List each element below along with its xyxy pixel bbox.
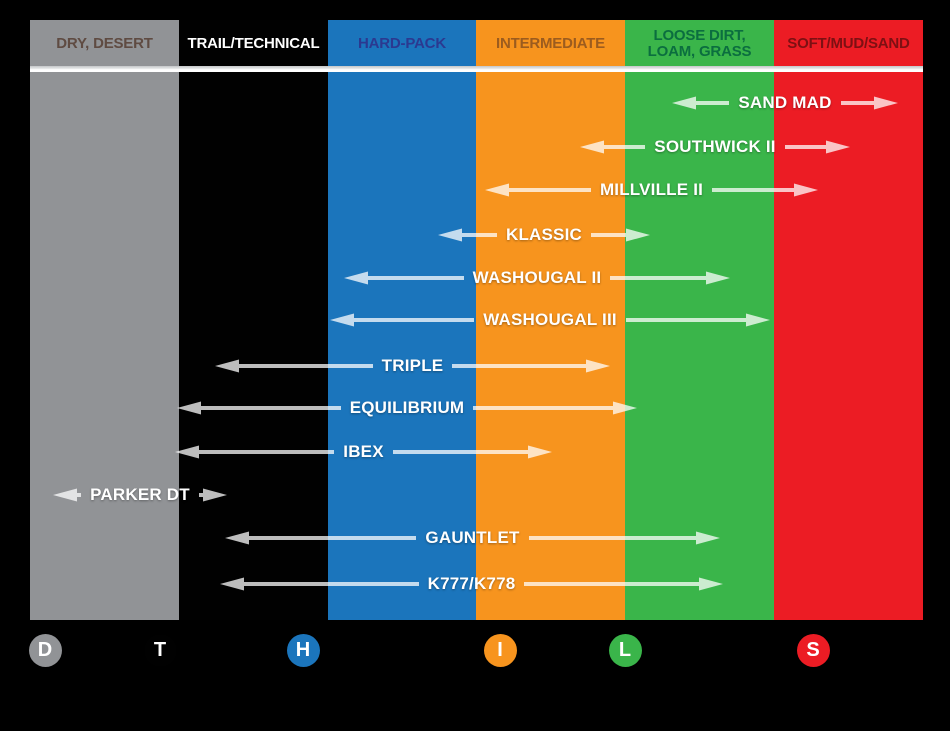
column-header-trail-technical: TRAIL/TECHNICAL bbox=[187, 34, 320, 52]
terrain-column-dry-desert: DRY, DESERT bbox=[30, 20, 179, 620]
arrow-right-icon bbox=[706, 271, 730, 285]
column-header-soft-mud-sand: SOFT/MUD/SAND bbox=[787, 34, 910, 52]
tire-range-row: MILLVILLE II bbox=[485, 176, 819, 204]
terrain-badge-hard-pack: H bbox=[286, 634, 320, 667]
tire-model-label: K777/K778 bbox=[427, 574, 516, 593]
arrow-shaft-left bbox=[696, 101, 730, 105]
tire-range-row: IBEX bbox=[175, 438, 553, 466]
arrow-right-icon bbox=[699, 577, 723, 591]
tire-range-row: SOUTHWICK II bbox=[580, 133, 850, 161]
tire-range-row: TRIPLE bbox=[215, 352, 610, 380]
arrow-left-icon bbox=[344, 271, 368, 285]
arrow-right-icon bbox=[613, 401, 637, 415]
arrow-right-icon bbox=[826, 140, 850, 154]
arrow-shaft-left bbox=[509, 188, 591, 192]
tire-range-row: PARKER DT bbox=[53, 481, 227, 509]
arrow-right-icon bbox=[696, 531, 720, 545]
tire-range-row: SAND MAD bbox=[672, 89, 898, 117]
tire-model-label: GAUNTLET bbox=[425, 528, 520, 547]
terrain-badge-soft-mud-sand: S bbox=[796, 634, 830, 667]
arrow-left-icon bbox=[215, 359, 239, 373]
column-header-dry-desert: DRY, DESERT bbox=[56, 34, 153, 52]
arrow-shaft-left bbox=[354, 318, 475, 322]
tire-range-row: WASHOUGAL II bbox=[344, 264, 730, 292]
tire-model-label: WASHOUGAL III bbox=[483, 310, 617, 329]
column-header-hard-pack: HARD-PACK bbox=[358, 34, 446, 52]
arrow-right-icon bbox=[874, 96, 898, 110]
arrow-shaft-right bbox=[784, 145, 826, 149]
arrow-left-icon bbox=[330, 313, 354, 327]
arrow-shaft-left bbox=[368, 276, 464, 280]
tire-model-label: IBEX bbox=[343, 442, 384, 461]
tire-range-row: WASHOUGAL III bbox=[330, 306, 771, 334]
column-header-loose-dirt-loam-grass: LOOSE DIRT, LOAM, GRASS bbox=[647, 26, 752, 60]
arrow-shaft-left bbox=[249, 536, 417, 540]
column-header-intermediate: INTERMEDIATE bbox=[496, 34, 605, 52]
arrow-shaft-right bbox=[625, 318, 747, 322]
arrow-shaft-right bbox=[452, 364, 586, 368]
arrow-shaft-right bbox=[198, 493, 203, 497]
arrow-shaft-left bbox=[201, 406, 341, 410]
tire-range-row: EQUILIBRIUM bbox=[177, 394, 637, 422]
arrow-left-icon bbox=[175, 445, 199, 459]
arrow-shaft-left bbox=[77, 493, 82, 497]
tire-model-label: SOUTHWICK II bbox=[654, 137, 776, 156]
terrain-badge-trail-technical: T bbox=[143, 634, 177, 667]
tire-range-row: GAUNTLET bbox=[225, 524, 720, 552]
tire-range-row: K777/K778 bbox=[220, 570, 723, 598]
arrow-left-icon bbox=[580, 140, 604, 154]
arrow-right-icon bbox=[626, 228, 650, 242]
arrow-left-icon bbox=[672, 96, 696, 110]
arrow-shaft-right bbox=[524, 582, 699, 586]
arrow-shaft-left bbox=[239, 364, 373, 368]
tire-model-label: MILLVILLE II bbox=[599, 180, 704, 199]
tire-model-label: PARKER DT bbox=[90, 485, 190, 504]
arrow-shaft-right bbox=[473, 406, 613, 410]
tire-range-row: KLASSIC bbox=[438, 221, 650, 249]
header-divider-line bbox=[30, 66, 923, 72]
terrain-badge-loose-dirt-loam-grass: L bbox=[608, 634, 642, 667]
terrain-badge-intermediate: I bbox=[483, 634, 517, 667]
terrain-column-trail-technical: TRAIL/TECHNICAL bbox=[179, 20, 328, 620]
arrow-right-icon bbox=[528, 445, 553, 459]
terrain-column-intermediate: INTERMEDIATE bbox=[476, 20, 625, 620]
tire-model-label: KLASSIC bbox=[505, 225, 583, 244]
arrow-left-icon bbox=[485, 183, 509, 197]
tire-model-label: WASHOUGAL II bbox=[472, 268, 602, 287]
arrow-right-icon bbox=[586, 359, 610, 373]
arrow-right-icon bbox=[203, 488, 227, 502]
tire-model-label: EQUILIBRIUM bbox=[349, 398, 465, 417]
arrow-shaft-right bbox=[591, 233, 626, 237]
arrow-left-icon bbox=[225, 531, 249, 545]
arrow-shaft-right bbox=[610, 276, 706, 280]
arrow-left-icon bbox=[53, 488, 77, 502]
tire-model-label: SAND MAD bbox=[738, 93, 832, 112]
arrow-left-icon bbox=[220, 577, 244, 591]
arrow-shaft-right bbox=[840, 101, 874, 105]
arrow-shaft-right bbox=[712, 188, 795, 192]
tire-model-label: TRIPLE bbox=[381, 356, 444, 375]
arrow-left-icon bbox=[177, 401, 201, 415]
arrow-shaft-left bbox=[244, 582, 419, 586]
arrow-right-icon bbox=[794, 183, 819, 197]
arrow-left-icon bbox=[438, 228, 462, 242]
arrow-right-icon bbox=[746, 313, 771, 327]
terrain-column-soft-mud-sand: SOFT/MUD/SAND bbox=[774, 20, 923, 620]
arrow-shaft-right bbox=[392, 450, 529, 454]
arrow-shaft-left bbox=[462, 233, 497, 237]
terrain-badge-dry-desert: D bbox=[28, 634, 62, 667]
arrow-shaft-left bbox=[604, 145, 646, 149]
arrow-shaft-left bbox=[199, 450, 335, 454]
arrow-shaft-right bbox=[528, 536, 696, 540]
